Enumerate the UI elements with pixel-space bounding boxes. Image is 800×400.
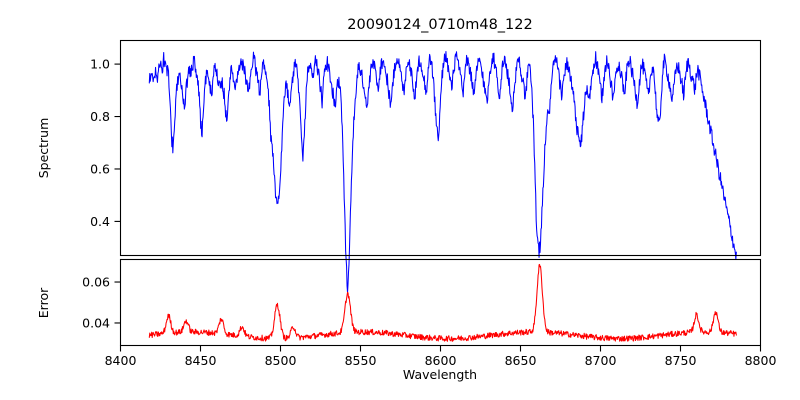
x-tick-label: 8500 — [265, 353, 297, 368]
spectrum-line — [148, 51, 737, 293]
x-axis-label: Wavelength — [403, 367, 477, 382]
spectrum-y-axis-label: Spectrum — [36, 118, 51, 179]
x-tick-label: 8800 — [745, 353, 777, 368]
x-tick-label: 8450 — [185, 353, 217, 368]
x-tick-label: 8650 — [505, 353, 537, 368]
x-tick-label: 8400 — [105, 353, 137, 368]
spectrum-panel: 0.4 0.6 0.8 1.0 Spectrum — [36, 39, 762, 293]
error-panel: 0.04 0.06 8400 8450 8500 8550 8600 8650 8700 875… — [36, 258, 777, 382]
error-data-series — [148, 263, 737, 342]
error-y-axis-label: Error — [36, 287, 51, 318]
plot-title: 20090124_0710m48_122 — [347, 17, 532, 33]
error-y-tick-label: 0.04 — [82, 315, 110, 330]
x-axis-ticks: 8400 8450 8500 8550 8600 8650 8700 8750 8800 — [105, 345, 777, 368]
spectrum-axes-frame — [119, 39, 762, 257]
x-tick-label: 8600 — [425, 353, 457, 368]
spectrum-y-tick-label: 0.8 — [90, 109, 110, 124]
x-tick-label: 8750 — [665, 353, 697, 368]
error-y-ticks: 0.04 0.06 — [82, 275, 121, 330]
x-tick-label: 8550 — [345, 353, 377, 368]
spectrum-y-ticks: 0.4 0.6 0.8 1.0 — [90, 57, 121, 229]
x-tick-label: 8700 — [585, 353, 617, 368]
error-line — [148, 263, 737, 342]
spectrum-y-tick-label: 1.0 — [90, 57, 110, 72]
spectrum-y-tick-label: 0.6 — [90, 161, 110, 176]
spectrum-y-tick-label: 0.4 — [90, 214, 110, 229]
error-y-tick-label: 0.06 — [82, 275, 110, 290]
spectrum-data-series — [148, 51, 737, 293]
